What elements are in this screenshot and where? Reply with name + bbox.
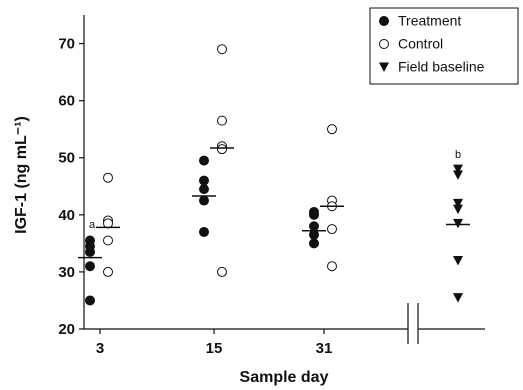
x-tick-label: 15	[206, 340, 223, 357]
data-point	[309, 238, 319, 249]
data-point	[217, 144, 227, 155]
data-point	[85, 295, 95, 306]
legend-marker	[379, 39, 389, 49]
data-point	[217, 266, 227, 277]
y-tick-label: 50	[58, 150, 75, 167]
x-axis-title: Sample day	[240, 369, 329, 386]
data-point	[199, 195, 209, 206]
annotation: b	[455, 149, 461, 161]
legend-label: Field baseline	[398, 59, 485, 75]
data-point	[199, 226, 209, 237]
data-point	[199, 155, 209, 166]
data-point	[199, 184, 209, 195]
data-point	[453, 255, 463, 266]
data-point	[85, 261, 95, 272]
data-point	[85, 246, 95, 257]
y-axis-title: IGF-1 (ng mL⁻¹)	[13, 116, 30, 234]
data-point	[217, 115, 227, 126]
y-tick-label: 70	[58, 36, 75, 53]
legend-box	[369, 7, 519, 85]
data-point	[103, 235, 113, 246]
data-point	[453, 198, 463, 209]
legend-label: Control	[398, 36, 443, 52]
data-point	[309, 209, 319, 220]
data-point	[103, 172, 113, 183]
legend-marker	[379, 16, 389, 26]
data-point	[309, 229, 319, 240]
data-point	[103, 218, 113, 229]
legend-marker	[379, 62, 389, 72]
data-point	[103, 266, 113, 277]
annotation: a	[89, 219, 96, 231]
data-point	[199, 175, 209, 186]
data-point	[453, 164, 463, 175]
data-point	[217, 44, 227, 55]
data-point	[309, 221, 319, 232]
data-point	[453, 170, 463, 180]
data-point	[327, 261, 337, 272]
x-tick-label: 3	[96, 340, 104, 357]
y-tick-label: 30	[58, 264, 75, 281]
y-tick-label: 20	[58, 321, 75, 338]
data-point	[453, 218, 463, 229]
y-tick-label: 60	[58, 93, 75, 110]
data-point	[327, 224, 337, 235]
axis-break-gap	[408, 315, 418, 345]
data-point	[453, 204, 463, 215]
x-tick-label: 31	[316, 340, 333, 357]
data-point	[453, 293, 463, 303]
legend-label: Treatment	[398, 13, 461, 29]
y-tick-label: 40	[58, 207, 75, 224]
data-point	[327, 124, 337, 135]
